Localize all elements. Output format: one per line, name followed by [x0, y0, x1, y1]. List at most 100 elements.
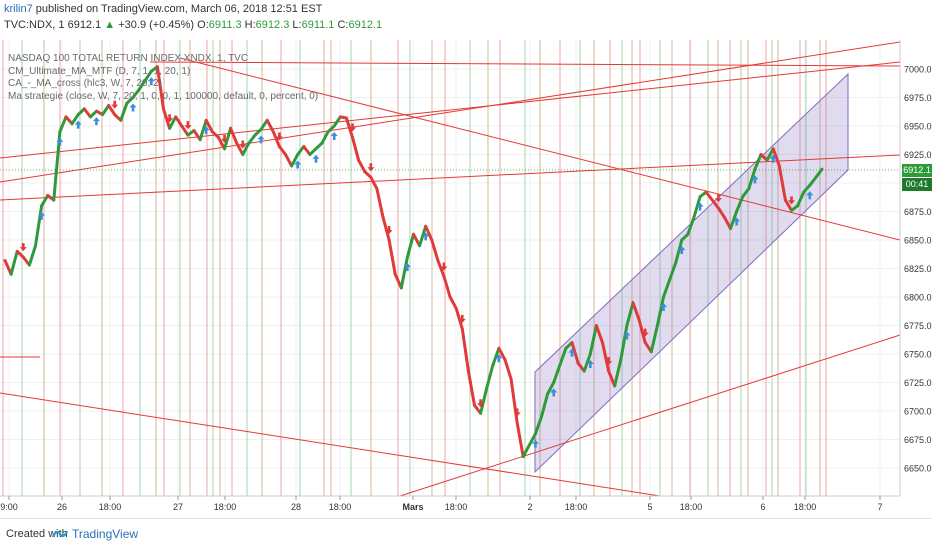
y-tick-label: 6950.0 — [904, 122, 932, 132]
price-axis[interactable]: 7000.06975.06950.06925.06900.06875.06850… — [904, 65, 932, 474]
y-tick-label: 6825.0 — [904, 264, 932, 274]
y-tick-label: 6775.0 — [904, 321, 932, 331]
y-tick-label: 6700.0 — [904, 407, 932, 417]
buy-arrow-icon — [403, 263, 411, 272]
publish-info: krilin7 published on TradingView.com, Ma… — [4, 3, 322, 15]
y-tick-label: 6725.0 — [904, 378, 932, 388]
price-segment — [320, 130, 330, 145]
open-label: O: — [197, 19, 209, 31]
price-segment — [588, 324, 598, 356]
price-segment — [619, 324, 629, 362]
price-segment — [284, 153, 294, 168]
price-segment — [332, 115, 342, 128]
legend-item[interactable]: NASDAQ 100 TOTAL RETURN INDEX XNDX, 1, T… — [8, 53, 249, 64]
price-segment — [399, 255, 409, 290]
price-segment — [27, 244, 37, 267]
sell-arrow-icon — [440, 262, 448, 271]
price-segment — [637, 318, 647, 345]
price-chart[interactable]: 7000.06975.06950.06925.06900.06875.06850… — [0, 40, 932, 518]
y-tick-label: 6650.0 — [904, 464, 932, 474]
price-segment — [716, 206, 726, 219]
legend-item[interactable]: CM_Ultimate_MA_MTF (D, 7, 1, 1, 20, 1) — [8, 65, 191, 77]
chart-header: krilin7 published on TradingView.com, Ma… — [0, 0, 932, 40]
x-tick-label: 7 — [877, 502, 882, 512]
price-segment — [204, 118, 214, 134]
price-segment — [381, 215, 391, 242]
buy-arrow-icon — [312, 154, 320, 163]
x-tick-label: 18:00 — [794, 502, 817, 512]
price-segment — [485, 363, 495, 390]
sell-arrow-icon — [367, 163, 375, 172]
buy-arrow-icon — [586, 360, 594, 368]
trend-line — [399, 334, 901, 497]
price-segment — [442, 275, 452, 299]
price-segment — [686, 215, 696, 236]
price-segment — [527, 432, 537, 447]
price-segment — [40, 194, 50, 208]
sell-arrow-icon — [385, 226, 393, 234]
price-segment — [290, 153, 300, 168]
price-segment — [704, 190, 714, 202]
y-tick-label: 6875.0 — [904, 207, 932, 217]
buy-arrow-icon — [330, 132, 338, 140]
price-segment — [521, 443, 531, 459]
price-segment — [710, 198, 720, 210]
y-tick-label: 7000.0 — [904, 65, 932, 75]
buy-arrow-icon — [74, 120, 82, 129]
x-tick-label: 26 — [57, 502, 67, 512]
price-segment — [546, 381, 556, 396]
grid — [0, 40, 900, 496]
sell-arrow-icon — [184, 121, 192, 130]
trend-line — [179, 57, 901, 241]
price-segment — [741, 187, 751, 199]
indicator-legend: NASDAQ 100 TOTAL RETURN INDEX XNDX, 1, T… — [8, 53, 318, 103]
publish-text: published on TradingView.com, March 06, … — [32, 3, 323, 15]
buy-arrow-icon — [495, 354, 503, 363]
trend-line — [0, 392, 661, 497]
legend-item[interactable]: Ma strategie (close, W, 7, 20, 1, 0, 0, … — [8, 90, 319, 102]
price-segment — [674, 238, 684, 265]
time-axis[interactable]: 9:00 26 18:00 27 18:00 28 18:00 Mars 18:00 2 18:00… — [0, 496, 883, 512]
x-tick-label: 5 — [647, 502, 652, 512]
buy-arrow-icon — [696, 202, 704, 211]
sell-arrow-icon — [349, 123, 357, 132]
price-segment — [466, 369, 476, 407]
x-tick-label: 18:00 — [680, 502, 703, 512]
price-segment — [649, 324, 659, 354]
sell-arrow-icon — [166, 114, 174, 123]
price-segment — [101, 104, 111, 117]
sell-arrow-icon — [239, 140, 247, 149]
y-tick-label: 6800.0 — [904, 293, 932, 303]
price-segment — [216, 135, 226, 151]
price-segment — [552, 363, 562, 384]
trend-line — [149, 61, 901, 67]
price-segment — [753, 153, 763, 171]
price-segment — [454, 306, 464, 331]
price-segment — [448, 295, 458, 310]
price-segment — [613, 358, 623, 388]
x-tick-label: 6 — [760, 502, 765, 512]
price-segment — [34, 204, 44, 248]
countdown-tag: 00:41 — [902, 178, 932, 191]
price-segment — [223, 126, 233, 151]
high-value: 6912.3 — [255, 19, 290, 31]
price-segment — [655, 295, 665, 327]
buy-arrow-icon — [769, 154, 777, 163]
price-segment — [180, 124, 190, 137]
buy-arrow-icon — [678, 246, 686, 254]
legend-item[interactable]: CA_-_MA_cross (hlc3, W, 7, 20, 2) — [8, 78, 162, 89]
x-tick-label: Mars — [402, 502, 423, 512]
price-segment — [479, 386, 489, 415]
buy-arrow-icon — [56, 137, 64, 146]
sell-arrow-icon — [788, 196, 796, 205]
x-tick-label: 2 — [527, 502, 532, 512]
price-segment — [796, 190, 806, 208]
tradingview-brand[interactable]: TradingView — [72, 527, 139, 541]
buy-arrow-icon — [38, 211, 46, 220]
tradingview-logo-icon — [52, 530, 68, 538]
y-tick-label: 6850.0 — [904, 236, 932, 246]
author-link[interactable]: krilin7 — [4, 3, 33, 15]
price-segment — [594, 324, 604, 345]
price-segment — [735, 195, 745, 213]
last-price: 6912.1 — [67, 19, 102, 31]
